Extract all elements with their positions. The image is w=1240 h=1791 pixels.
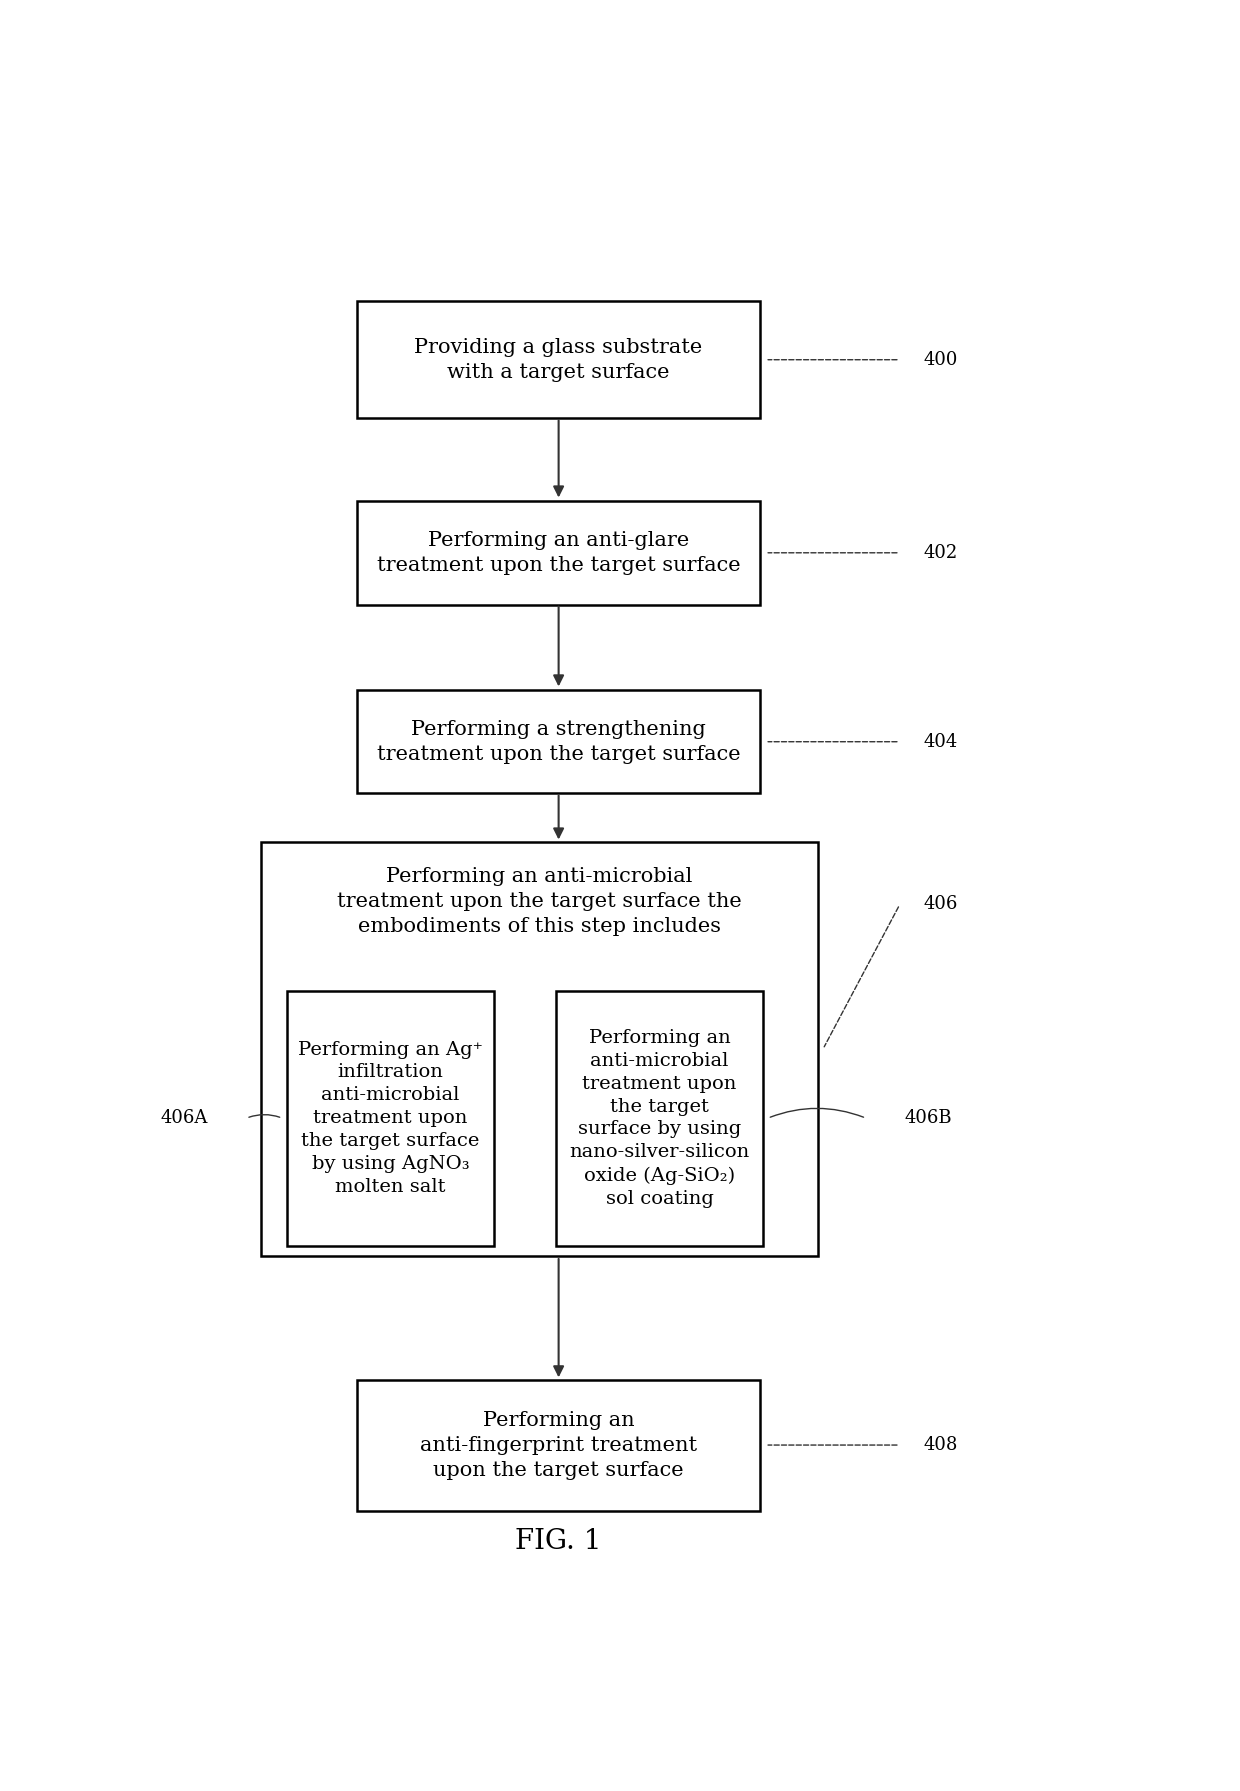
Bar — [357, 301, 760, 419]
Text: 406B: 406B — [905, 1109, 952, 1127]
Text: 406A: 406A — [160, 1109, 208, 1127]
Text: FIG. 1: FIG. 1 — [516, 1528, 601, 1555]
Text: 408: 408 — [924, 1436, 959, 1454]
Bar — [357, 690, 760, 793]
Bar — [357, 1379, 760, 1510]
Text: 402: 402 — [924, 544, 959, 562]
Bar — [357, 501, 760, 605]
Text: Performing a strengthening
treatment upon the target surface: Performing a strengthening treatment upo… — [377, 720, 740, 763]
Text: Performing an Ag⁺
infiltration
anti-microbial
treatment upon
the target surface
: Performing an Ag⁺ infiltration anti-micr… — [298, 1041, 482, 1196]
Text: Performing an
anti-microbial
treatment upon
the target
surface by using
nano-sil: Performing an anti-microbial treatment u… — [569, 1028, 750, 1207]
Bar — [557, 990, 763, 1247]
Text: Performing an
anti-fingerprint treatment
upon the target surface: Performing an anti-fingerprint treatment… — [420, 1411, 697, 1479]
Text: Performing an anti-glare
treatment upon the target surface: Performing an anti-glare treatment upon … — [377, 530, 740, 575]
Bar — [260, 842, 818, 1255]
Text: 406: 406 — [924, 896, 959, 913]
Text: Performing an anti-microbial
treatment upon the target surface the
embodiments o: Performing an anti-microbial treatment u… — [337, 867, 742, 937]
Text: Providing a glass substrate
with a target surface: Providing a glass substrate with a targe… — [414, 338, 703, 381]
Text: 400: 400 — [924, 351, 959, 369]
Bar — [288, 990, 494, 1247]
Text: 404: 404 — [924, 733, 959, 750]
